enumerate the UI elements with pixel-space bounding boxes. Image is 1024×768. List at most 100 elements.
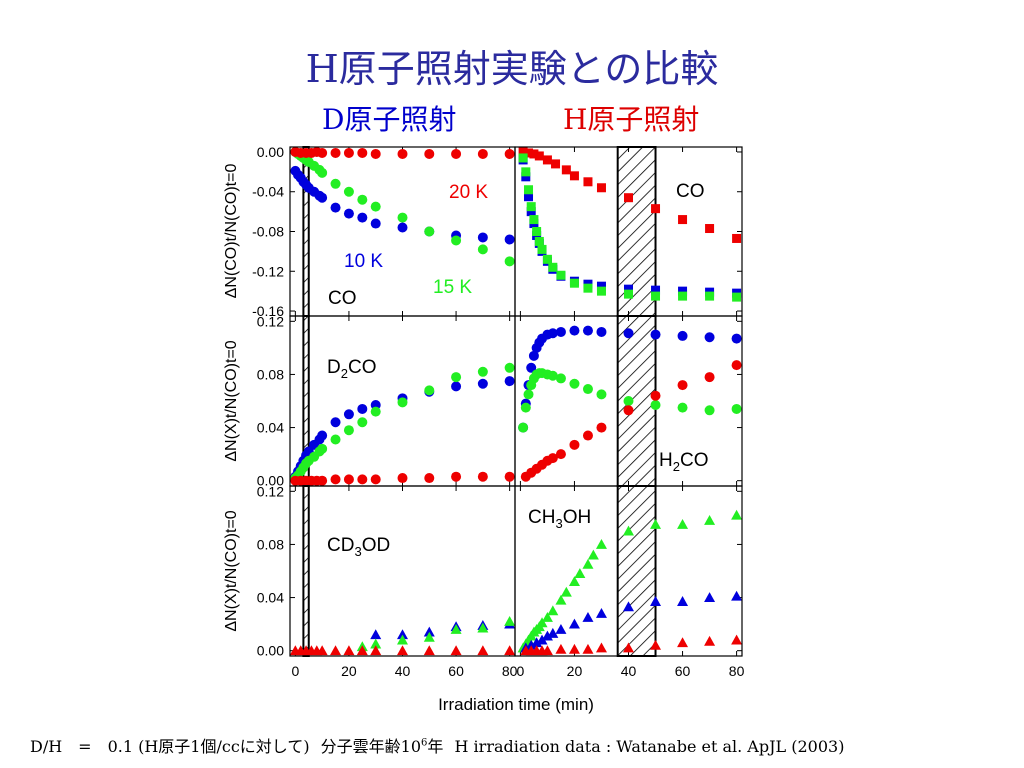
footer-age-prefix: 分子雲年齢10 (320, 737, 422, 756)
data-point-15k (397, 212, 408, 223)
irradiation-gap-hatch (302, 146, 310, 317)
data-point-10k (651, 285, 661, 295)
data-point-10k (521, 172, 531, 182)
data-point-20k (731, 360, 742, 371)
data-point-15k (542, 254, 552, 264)
data-point-10k (526, 207, 536, 217)
panel-frame (514, 485, 743, 657)
data-point-10k (477, 232, 488, 243)
data-point-20k (397, 473, 408, 484)
panel-label-h2co: H2CO (659, 450, 708, 474)
y-tick-label: 0.04 (257, 420, 284, 436)
data-point-15k (317, 167, 328, 178)
data-point-10k (595, 608, 607, 618)
x-tick-label: 80 (729, 663, 745, 679)
data-point-20k (582, 643, 594, 654)
data-point-10k (547, 328, 558, 339)
y-tick-label: 0.12 (257, 483, 284, 499)
data-point-15k (451, 235, 462, 246)
data-point-15k (541, 611, 553, 622)
data-point-20k (477, 471, 488, 482)
data-point-10k (678, 286, 688, 296)
data-point-20k (595, 642, 607, 653)
x-tick-label: 40 (621, 663, 637, 679)
x-tick-label: 0 (291, 663, 299, 679)
data-point-20k (330, 147, 341, 158)
temp-label-20k: 20 K (449, 182, 488, 203)
data-point-10k (477, 378, 488, 389)
data-point-20k (529, 149, 539, 159)
data-point-10k (357, 403, 368, 414)
data-point-20k (370, 645, 382, 656)
data-point-10k (541, 630, 553, 641)
x-tick-label: 20 (567, 663, 583, 679)
data-point-15k (568, 576, 580, 587)
panel-label-co-d: CO (328, 288, 357, 309)
data-point-20k (542, 155, 552, 165)
data-point-10k (526, 362, 537, 373)
panel-label-cd3od-part: CD (327, 535, 354, 556)
data-point-15k (560, 586, 572, 597)
x-tick-label: 60 (448, 663, 464, 679)
data-point-20k (477, 148, 488, 159)
data-point-15k (704, 405, 715, 416)
panel-label-ch3oh-part: 3 (555, 516, 562, 531)
data-point-15k (330, 434, 341, 445)
data-point-15k (423, 631, 435, 642)
data-point-15k (370, 638, 382, 649)
data-point-20k (424, 473, 435, 484)
data-point-15k (677, 519, 689, 529)
data-point-15k (556, 270, 566, 280)
footer-ratio: D/H = 0.1 (H原子1個/ccに対して) (30, 737, 310, 756)
panel-label-d2co: D2CO (327, 357, 376, 381)
data-point-15k (523, 389, 534, 400)
data-point-15k (555, 373, 566, 384)
data-point-20k (504, 148, 515, 159)
data-point-10k (357, 212, 368, 223)
data-point-10k (317, 192, 328, 203)
irradiation-gap-hatch (616, 315, 657, 487)
footer-age-exponent: 6 (421, 737, 428, 749)
data-point-15k (731, 509, 743, 520)
panel-label-co-h: CO (676, 181, 705, 202)
data-point-20k (356, 645, 368, 656)
y-tick-label: 0.04 (257, 590, 284, 606)
data-point-20k (534, 151, 544, 161)
data-point-15k (317, 443, 328, 454)
data-point-15k (504, 362, 515, 373)
data-point-20k (424, 148, 435, 159)
temp-label-10k: 10 K (344, 251, 383, 272)
data-point-10k (370, 218, 381, 229)
data-point-20k (330, 645, 342, 656)
data-point-15k (623, 525, 634, 536)
data-point-15k (343, 425, 354, 436)
data-point-20k (343, 645, 355, 656)
data-point-15k (595, 538, 607, 549)
data-point-15k (477, 366, 488, 377)
data-point-20k (357, 474, 368, 485)
data-point-20k (357, 147, 368, 158)
data-point-20k (732, 233, 742, 243)
data-point-10k (650, 329, 661, 340)
panel-label-d2co-part: CO (348, 357, 377, 378)
data-point-15k (587, 549, 599, 560)
panel-label-h2co-part: 2 (673, 459, 680, 474)
data-point-10k (397, 629, 408, 640)
temp-label-15k: 15 K (433, 277, 472, 298)
y-tick-label: 0.00 (257, 473, 284, 489)
data-point-20k (518, 147, 528, 157)
footer-source: H irradiation data : Watanabe et al. ApJ… (454, 737, 845, 756)
data-point-10k (343, 409, 354, 420)
data-point-10k (582, 325, 593, 336)
data-point-20k (561, 165, 571, 175)
data-point-15k (574, 568, 586, 579)
data-point-10k (623, 601, 634, 612)
y-tick-label: -0.04 (252, 184, 284, 200)
panel-label-d2co-part: D (327, 357, 341, 378)
panel-label-h2co-part: H (659, 450, 673, 471)
subtitle-h-irradiation: H原子照射 (563, 103, 700, 136)
data-point-10k (677, 596, 689, 606)
x-tick-label: 0 (517, 663, 525, 679)
x-axis-label: Irradiation time (min) (438, 695, 594, 714)
data-point-20k (551, 159, 561, 169)
